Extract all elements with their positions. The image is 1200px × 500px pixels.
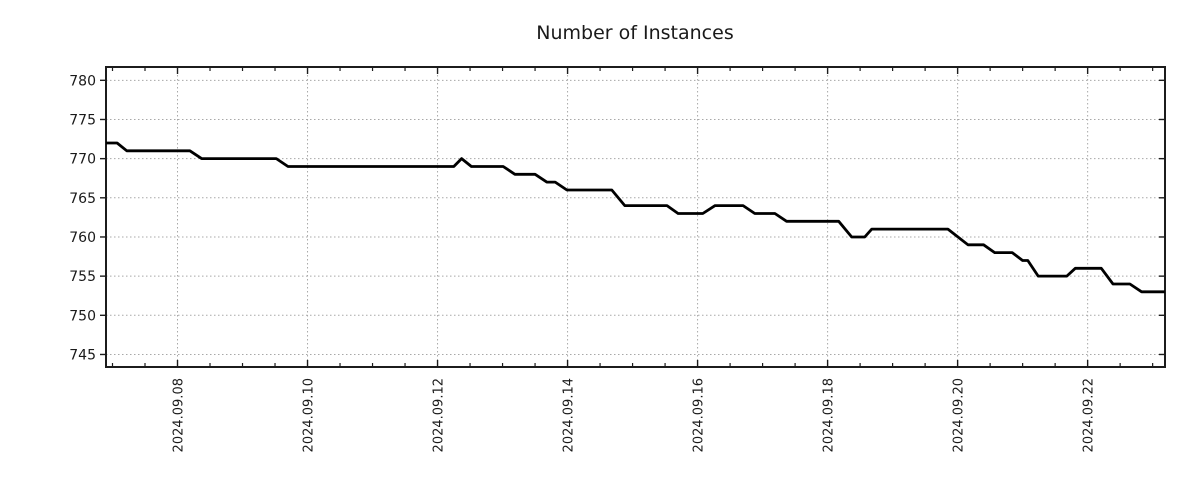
x-tick-label: 2024.09.16	[692, 378, 707, 452]
x-tick-label: 2024.09.12	[432, 378, 447, 452]
y-tick-label: 750	[69, 308, 96, 324]
y-tick-label: 780	[69, 73, 96, 89]
y-tick-label: 745	[69, 347, 96, 363]
data-line	[106, 141, 1165, 294]
x-tick-label: 2024.09.22	[1082, 378, 1097, 452]
y-tick-label: 770	[69, 152, 96, 168]
y-tick-label: 755	[69, 269, 96, 285]
x-tick-label: 2024.09.14	[562, 378, 577, 452]
axis-ticks	[100, 67, 1165, 367]
plot-frame	[105, 66, 1166, 368]
gridlines	[106, 67, 1165, 367]
x-tick-label: 2024.09.10	[302, 378, 317, 452]
y-tick-label: 775	[69, 112, 96, 128]
chart-title: Number of Instances	[536, 22, 733, 44]
y-tick-labels: 745 750 755 760 765 770 775 780	[69, 73, 96, 363]
y-tick-label: 765	[69, 191, 96, 207]
y-tick-label: 760	[69, 230, 96, 246]
x-tick-label: 2024.09.08	[172, 378, 187, 452]
x-tick-label: 2024.09.18	[822, 378, 837, 452]
x-tick-labels: 2024.09.08 2024.09.10 2024.09.12 2024.09.14…	[172, 378, 1097, 452]
x-tick-label: 2024.09.20	[952, 378, 967, 452]
